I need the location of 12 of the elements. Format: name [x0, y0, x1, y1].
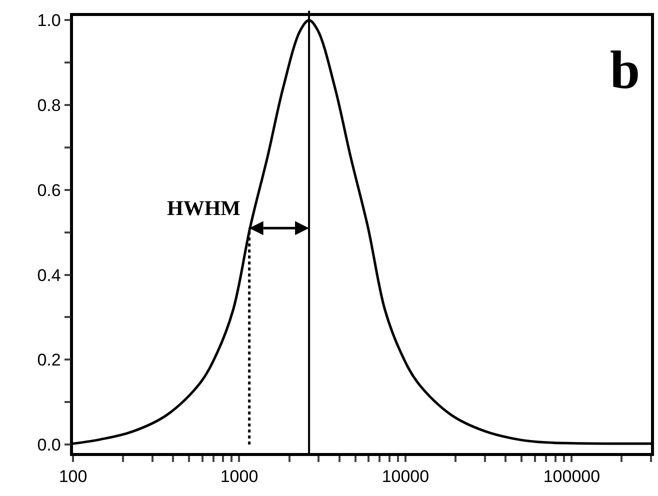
y-tick-label: 0.4: [37, 266, 61, 285]
annotation: HWHM: [167, 196, 241, 220]
y-tick-label: 1.0: [37, 11, 61, 30]
y-tick-label: 0.2: [37, 350, 61, 370]
y-tick-label: 0.8: [37, 96, 61, 116]
annotation: b: [610, 40, 640, 100]
x-tick-label: 100000: [543, 467, 600, 486]
y-tick-label: 0.0: [37, 435, 61, 454]
x-tick-label: 100: [58, 467, 88, 486]
x-tick-label: 10000: [382, 467, 430, 486]
y-tick-label: 0.6: [37, 180, 61, 200]
x-tick-label: 1000: [220, 467, 258, 486]
